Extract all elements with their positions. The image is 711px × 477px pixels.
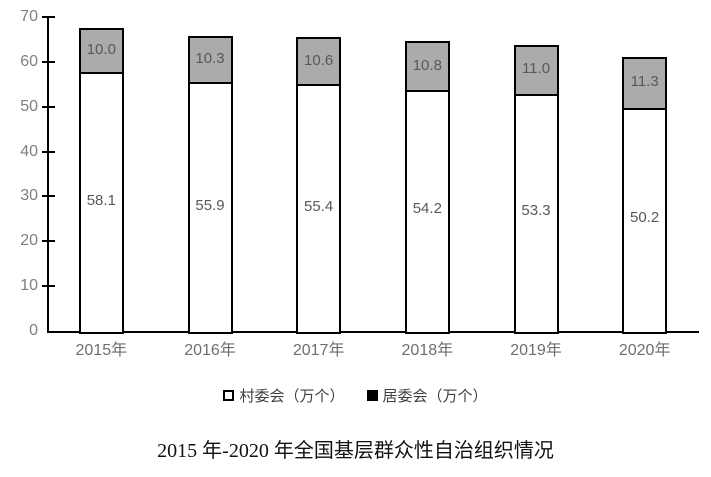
- bar-segment-juweihui: [622, 57, 668, 110]
- y-axis-tick: [42, 105, 55, 108]
- x-category-label: 2018年: [401, 342, 454, 359]
- y-axis-tick: [42, 16, 55, 18]
- y-axis-tick: [42, 285, 55, 288]
- chart-title: 2015 年-2020 年全国基层群众性自治组织情况: [157, 440, 554, 462]
- y-axis-tick: [42, 240, 55, 243]
- y-axis-tick: [42, 195, 55, 198]
- bar-value-label: 10.0: [86, 40, 116, 58]
- bar-value-label: 10.6: [304, 51, 334, 69]
- legend-swatch-white-icon: [223, 390, 235, 401]
- bar-value-label: 50.2: [630, 209, 660, 227]
- bar-segment-cunweihui: [78, 72, 124, 334]
- bar-value-label: 55.9: [195, 196, 225, 214]
- bar-segment-juweihui: [296, 36, 342, 87]
- chart-legend: 村委会（万个） 居委会（万个）: [0, 385, 711, 406]
- bar-segment-juweihui: [78, 27, 124, 75]
- y-axis-tick: [42, 60, 55, 63]
- y-tick-label: 40: [20, 142, 38, 160]
- bar-segment-juweihui: [404, 41, 450, 92]
- bar-value-label: 10.8: [412, 56, 442, 74]
- bar-value-label: 55.4: [304, 197, 334, 215]
- bar-value-label: 54.2: [412, 200, 442, 218]
- legend-label: 村委会（万个）: [239, 388, 345, 405]
- bar-segment-cunweihui: [296, 84, 342, 334]
- bar-segment-juweihui: [187, 36, 233, 85]
- y-axis-tick: [42, 150, 55, 153]
- x-category-label: 2017年: [292, 342, 345, 359]
- bar-value-label: 58.1: [86, 191, 116, 209]
- y-tick-label: 70: [20, 8, 38, 25]
- x-category-label: 2015年: [75, 342, 128, 359]
- y-tick-label: 20: [20, 232, 38, 250]
- bar-value-label: 10.3: [195, 50, 225, 68]
- bar-segment-cunweihui: [404, 89, 450, 334]
- bar-segment-cunweihui: [513, 93, 559, 334]
- x-category-label: 2020年: [618, 342, 671, 359]
- y-axis-line: [47, 17, 49, 333]
- x-category-label: 2019年: [510, 342, 562, 359]
- x-axis-line: [47, 331, 699, 333]
- legend-entry: 居委会（万个）: [366, 385, 488, 406]
- bar-value-label: 11.0: [521, 60, 551, 78]
- bar-segment-cunweihui: [187, 82, 233, 334]
- bar-segment-juweihui: [513, 44, 559, 96]
- y-tick-label: 0: [29, 322, 38, 339]
- legend-label: 居委会（万个）: [382, 388, 488, 405]
- bar-value-label: 11.3: [630, 73, 659, 91]
- y-tick-label: 10: [20, 277, 38, 295]
- y-tick-label: 30: [20, 187, 38, 205]
- legend-entry: 村委会（万个）: [223, 385, 345, 406]
- legend-swatch-black-icon: [366, 390, 378, 401]
- x-category-label: 2016年: [184, 342, 236, 359]
- bar-value-label: 53.3: [521, 202, 551, 220]
- y-tick-label: 60: [20, 52, 38, 70]
- y-tick-label: 50: [20, 97, 38, 115]
